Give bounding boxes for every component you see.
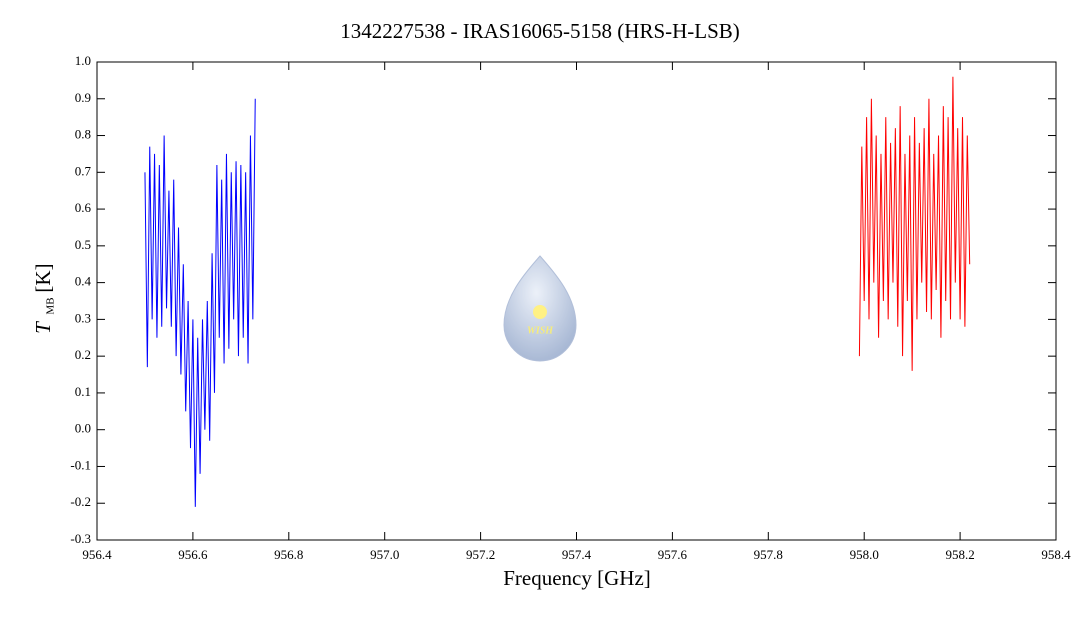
- y-label-subscript: MB: [45, 297, 57, 314]
- y-tick-label: 0.0: [75, 421, 91, 436]
- y-tick-label: 0.1: [75, 384, 91, 399]
- x-tick-label: 956.4: [82, 547, 112, 562]
- logo: WISH: [503, 255, 577, 362]
- y-tick-label: 0.3: [75, 310, 91, 325]
- y-tick-label: 1.0: [75, 53, 91, 68]
- y-tick-label: -0.2: [70, 494, 91, 509]
- y-tick-label: 0.4: [75, 274, 92, 289]
- x-tick-label: 957.8: [754, 547, 783, 562]
- x-tick-label: 957.4: [562, 547, 592, 562]
- x-tick-label: 957.6: [658, 547, 688, 562]
- plot-frame: [96, 61, 1057, 541]
- y-axis-label: T MB [K]: [31, 263, 57, 333]
- chart-title: 1342227538 - IRAS16065-5158 (HRS-H-LSB): [340, 19, 740, 43]
- x-axis-label: Frequency [GHz]: [503, 566, 651, 590]
- x-tick-label: 956.8: [274, 547, 303, 562]
- x-tick-label: 957.0: [370, 547, 399, 562]
- x-tick-label: 958.2: [945, 547, 974, 562]
- x-tick-label: 958.4: [1041, 547, 1071, 562]
- y-tick-label: 0.9: [75, 90, 91, 105]
- spectrum-line: [144, 98, 256, 507]
- y-tick-label: -0.1: [70, 457, 91, 472]
- y-label-unit: [K]: [31, 263, 55, 292]
- logo-star: [533, 305, 547, 319]
- logo-text: WISH: [527, 325, 554, 336]
- y-tick-label: 0.7: [75, 163, 92, 178]
- x-tick-label: 957.2: [466, 547, 495, 562]
- y-label-symbol: T: [31, 321, 55, 334]
- x-tick-label: 956.6: [178, 547, 208, 562]
- y-tick-label: -0.3: [70, 531, 91, 546]
- y-tick-label: 0.8: [75, 127, 91, 142]
- y-tick-label: 0.5: [75, 237, 91, 252]
- y-tick-label: 0.2: [75, 347, 91, 362]
- x-tick-label: 958.0: [850, 547, 879, 562]
- spectrum-line: [858, 76, 971, 371]
- y-tick-label: 0.6: [75, 200, 92, 215]
